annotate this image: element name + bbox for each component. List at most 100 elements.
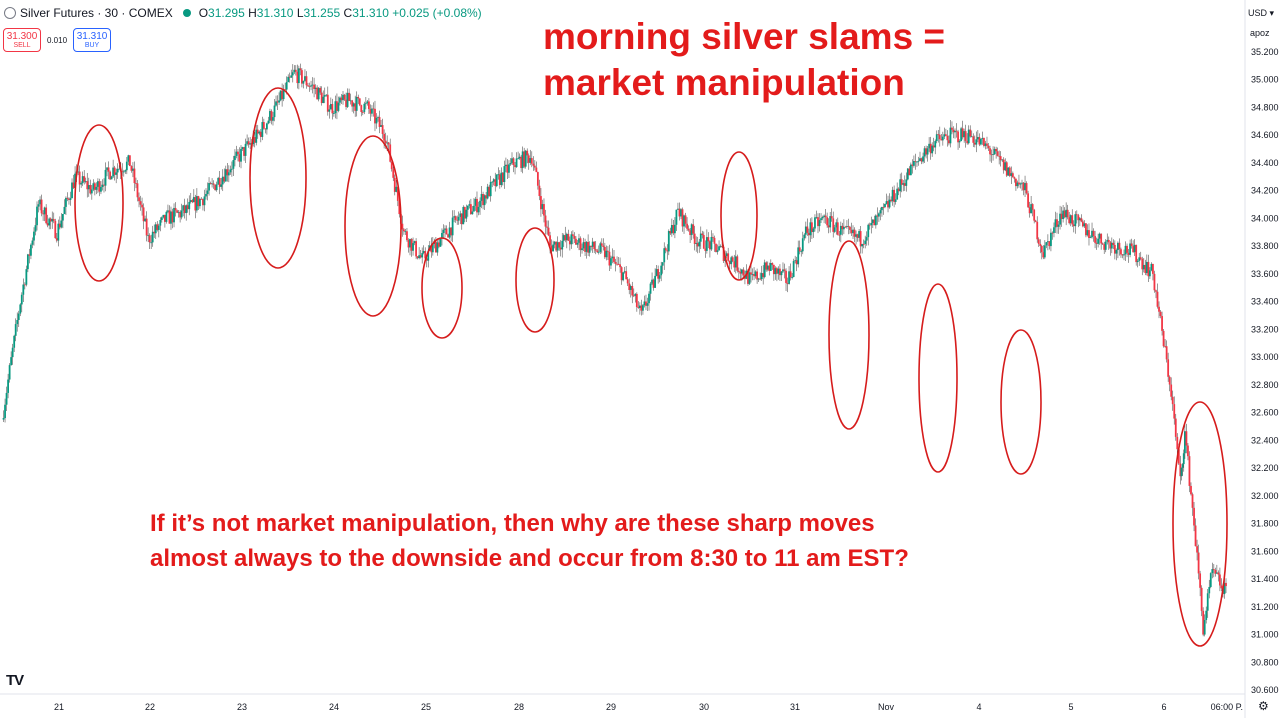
candle-body (486, 186, 489, 199)
candle-body (1138, 257, 1141, 261)
candle-body (142, 207, 145, 222)
candle-body (259, 131, 262, 137)
candle-body (28, 254, 31, 256)
candle-body (355, 96, 358, 111)
candle-body (637, 307, 640, 308)
candle-body (132, 168, 134, 171)
candle-body (264, 128, 267, 130)
candle-body (1028, 207, 1031, 214)
candle-body (1092, 230, 1095, 237)
sell-button[interactable]: 31.300 SELL (3, 28, 41, 52)
candle-body (865, 237, 868, 241)
candle-body (902, 183, 905, 185)
candle-body (508, 164, 510, 173)
candle-body (1059, 213, 1061, 225)
headline-annotation: morning silver slams = market manipulati… (543, 14, 945, 106)
candle-body (581, 248, 583, 251)
candle-body (687, 228, 690, 231)
candle-body (78, 171, 81, 185)
candle-body (972, 136, 975, 143)
candle-body (1046, 241, 1049, 243)
candle-body (786, 282, 789, 284)
candle-body (1039, 243, 1042, 246)
candle-body (1094, 236, 1096, 243)
candle-body (775, 268, 778, 274)
candle-body (1072, 224, 1075, 227)
candle-body (220, 184, 223, 187)
candle-body (294, 69, 297, 72)
candle-body (1159, 311, 1162, 317)
candle-body (1095, 242, 1098, 244)
candle-body (427, 250, 430, 261)
gear-icon[interactable]: ⚙ (1258, 699, 1269, 713)
candle-body (817, 217, 819, 227)
candle-body (485, 195, 488, 199)
candle-body (1217, 572, 1220, 575)
time-tick-label: 4 (976, 702, 981, 712)
candle-body (255, 129, 258, 143)
candle-body (518, 156, 521, 159)
price-axis[interactable]: 35.200 35.000 34.800 34.600 34.400 34.200 34.0… (1251, 47, 1279, 695)
candle-body (393, 177, 396, 192)
candle-body (451, 217, 454, 236)
candle-body (958, 141, 961, 143)
price-tick-label: 31.400 (1251, 574, 1279, 584)
candle-body (71, 182, 73, 199)
candle-body (183, 205, 186, 214)
candle-body (237, 151, 239, 155)
candle-body (701, 233, 704, 236)
price-change: +0.025 (+0.08%) (392, 6, 482, 20)
candle-body (168, 210, 171, 224)
candle-body (1173, 404, 1176, 419)
candle-body (1144, 264, 1147, 274)
buy-button[interactable]: 31.310 BUY (73, 28, 112, 52)
candle-body (160, 217, 163, 221)
candle-body (130, 166, 133, 171)
price-tick-label: 33.400 (1251, 297, 1279, 307)
candle-body (881, 206, 883, 211)
candle-body (623, 271, 626, 273)
candle-body (113, 167, 116, 175)
candle-body (244, 143, 247, 156)
symbol-title[interactable]: Silver Futures · 30 · COMEX (20, 6, 173, 20)
candle-body (232, 159, 235, 169)
candle-body (978, 137, 981, 145)
candle-body (8, 365, 11, 380)
candle-body (842, 226, 845, 230)
candle-body (715, 243, 717, 252)
candle-body (43, 207, 46, 215)
candle-body (1147, 261, 1150, 277)
candle-body (138, 197, 140, 202)
candle-body (489, 182, 492, 197)
candle-body (698, 241, 701, 247)
highlight-ellipse (515, 227, 555, 333)
candle-body (58, 223, 61, 228)
candle-body (782, 269, 784, 272)
candle-body (116, 168, 119, 173)
candle-body (1091, 230, 1093, 238)
candle-body (336, 101, 338, 111)
candle-body (305, 76, 308, 86)
candle-body (494, 179, 497, 187)
candle-body (425, 258, 428, 261)
candle-body (36, 206, 38, 226)
candle-body (517, 158, 519, 160)
time-axis[interactable]: 21 22 23 24 25 28 29 30 31 Nov 4 5 6 06:00 P. (54, 702, 1243, 712)
candle-body (180, 210, 183, 218)
candle-body (654, 275, 657, 288)
highlight-ellipse (1000, 329, 1042, 475)
currency-selector[interactable]: USD ▾ (1248, 7, 1275, 19)
candle-body (477, 206, 480, 213)
candle-body (1025, 183, 1028, 194)
candle-body (521, 151, 524, 169)
tradingview-logo[interactable]: TV (6, 672, 24, 689)
candle-body (320, 92, 323, 104)
candle-body (297, 68, 300, 84)
candle-body (611, 256, 614, 259)
candle-body (1133, 244, 1136, 253)
candle-body (952, 129, 955, 133)
price-tick-label: 32.400 (1251, 435, 1279, 445)
candle-body (1168, 376, 1171, 385)
sell-price: 31.300 (6, 30, 38, 42)
